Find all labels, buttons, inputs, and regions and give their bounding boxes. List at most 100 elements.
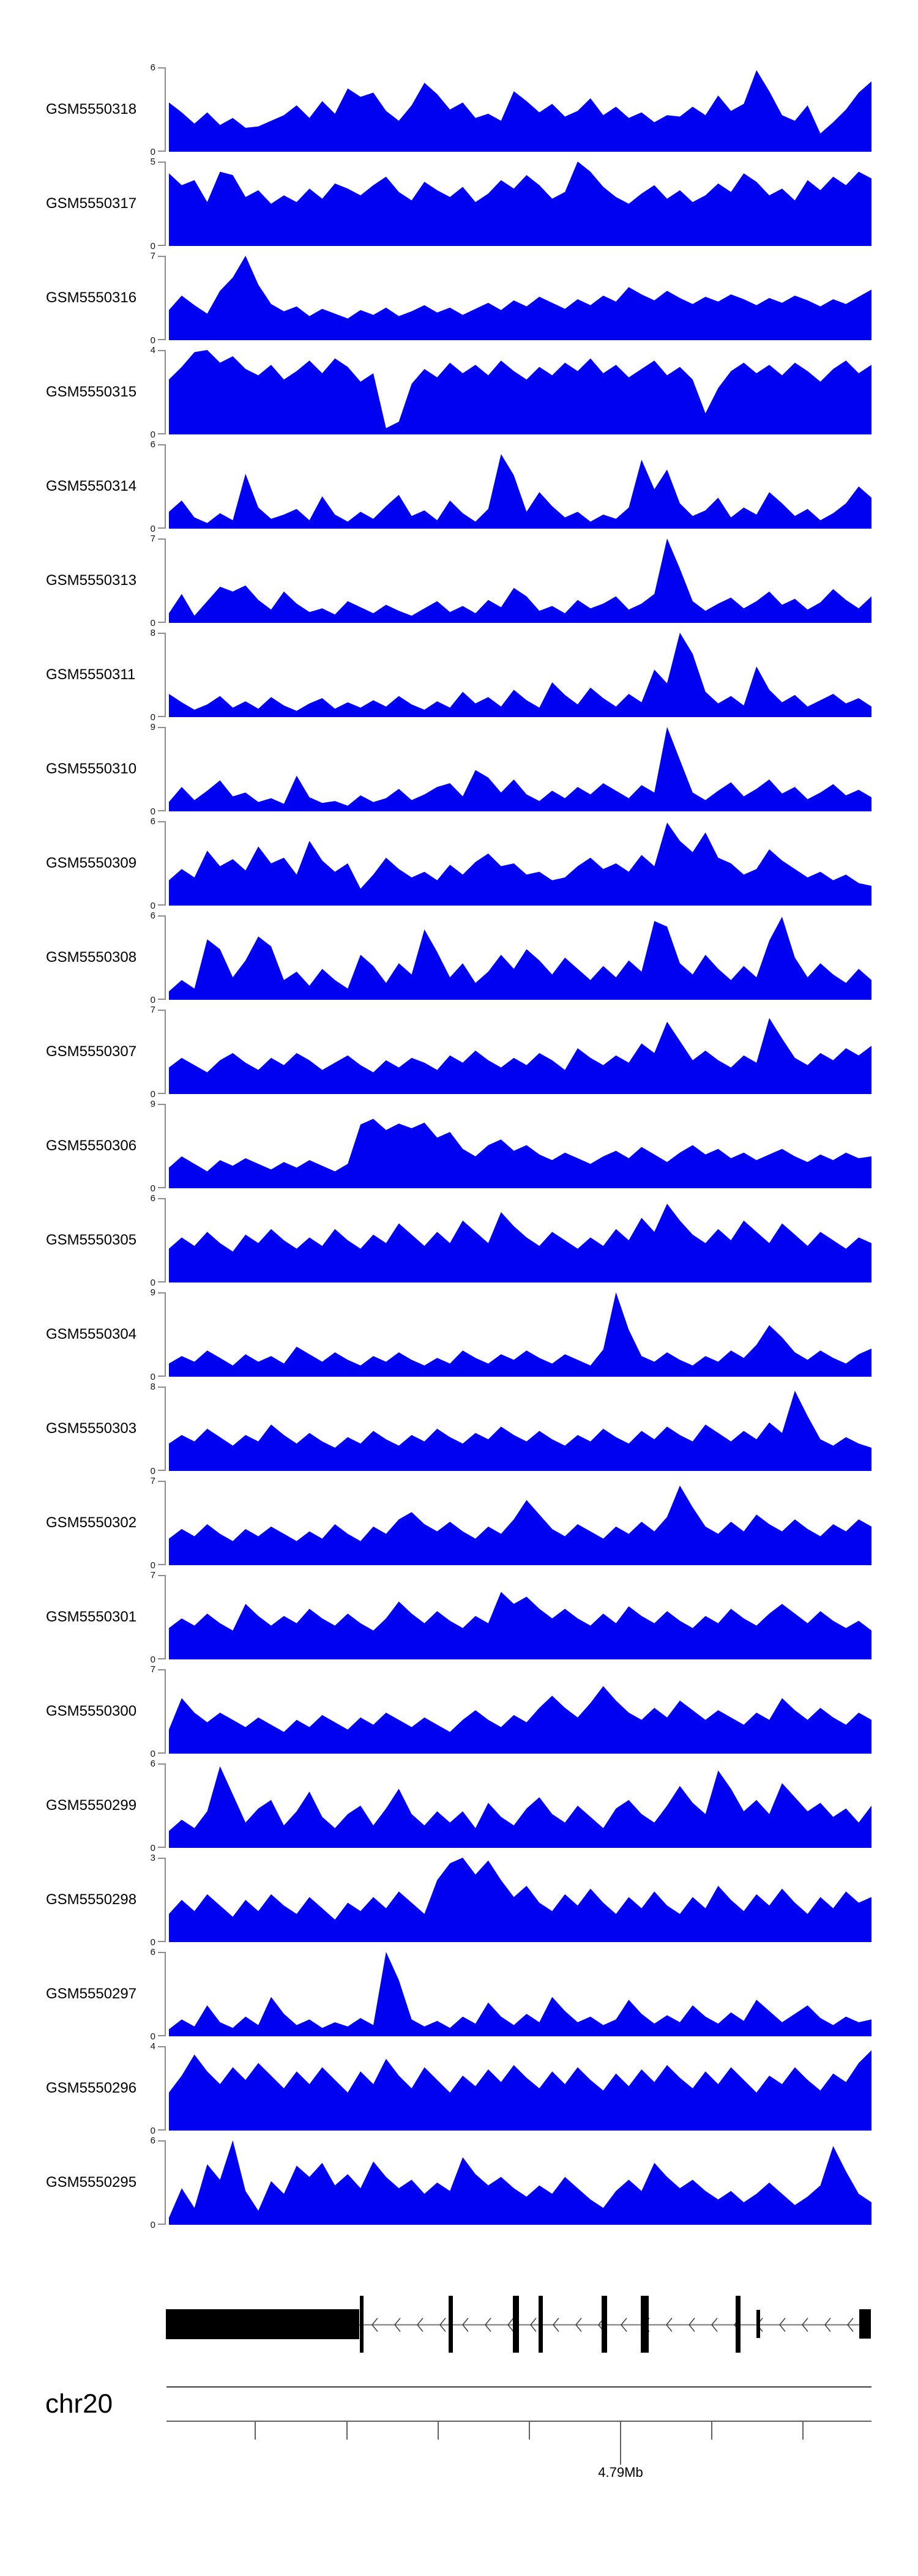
track-label: GSM5550298 <box>46 1891 137 1908</box>
y-axis-max-label: 7 <box>150 251 155 261</box>
coverage-area <box>169 727 871 811</box>
axis-minor-tick <box>255 2422 256 2440</box>
separator-line <box>166 2386 871 2388</box>
strand-arrow-icon <box>439 2317 446 2332</box>
track-label: GSM5550305 <box>46 1232 137 1248</box>
y-axis-bracket <box>158 1104 166 1188</box>
y-axis-zero-label: 0 <box>150 1466 155 1476</box>
y-axis-max-label: 9 <box>150 722 155 732</box>
y-axis-max-label: 4 <box>150 345 155 356</box>
y-axis-max-label: 6 <box>150 62 155 73</box>
y-axis-zero-label: 0 <box>150 1372 155 1382</box>
y-axis-zero-label: 0 <box>150 335 155 346</box>
y-axis-zero-label: 0 <box>150 1089 155 1100</box>
coverage-track: GSM5550302 7 0 <box>0 1476 918 1570</box>
coverage-track: GSM5550310 9 0 <box>0 723 918 816</box>
coverage-area <box>169 2140 871 2225</box>
y-axis-zero-label: 0 <box>150 806 155 817</box>
track-label: GSM5550303 <box>46 1420 137 1437</box>
coverage-track: GSM5550297 6 0 <box>0 1948 918 2041</box>
strand-arrow-icon <box>778 2317 786 2332</box>
track-label: GSM5550297 <box>46 1986 137 2002</box>
y-axis-zero-label: 0 <box>150 618 155 628</box>
track-label: GSM5550308 <box>46 949 137 966</box>
strand-arrow-icon <box>394 2317 401 2332</box>
coverage-area <box>169 1390 871 1471</box>
strand-arrow-icon <box>416 2317 424 2332</box>
y-axis-max-label: 6 <box>150 816 155 827</box>
gene-exon <box>736 2296 741 2353</box>
coverage-area <box>169 70 871 152</box>
coverage-track: GSM5550317 5 0 <box>0 157 918 251</box>
y-axis-bracket <box>158 1858 166 1942</box>
y-axis-zero-label: 0 <box>150 1278 155 1288</box>
coverage-track: GSM5550298 3 0 <box>0 1853 918 1947</box>
track-label: GSM5550306 <box>46 1137 137 1154</box>
y-axis-zero-label: 0 <box>150 1183 155 1194</box>
coverage-area <box>169 162 871 246</box>
coverage-area <box>169 1766 871 1848</box>
coverage-track: GSM5550314 6 0 <box>0 440 918 534</box>
y-axis-max-label: 6 <box>150 2135 155 2146</box>
y-axis-max-label: 6 <box>150 439 155 450</box>
y-axis-zero-label: 0 <box>150 995 155 1005</box>
coverage-track: GSM5550304 9 0 <box>0 1288 918 1382</box>
strand-arrow-icon <box>711 2317 718 2332</box>
gene-exon <box>360 2296 364 2353</box>
y-axis-max-label: 8 <box>150 1382 155 1392</box>
y-axis-zero-label: 0 <box>150 2126 155 2136</box>
y-axis-max-label: 9 <box>150 1099 155 1109</box>
y-axis-bracket <box>158 2140 166 2225</box>
coverage-area <box>169 1858 871 1942</box>
coverage-area <box>169 1018 871 1094</box>
coverage-track: GSM5550307 7 0 <box>0 1005 918 1099</box>
coverage-track: GSM5550313 7 0 <box>0 534 918 628</box>
strand-arrow-icon <box>665 2317 673 2332</box>
y-axis-max-label: 3 <box>150 1853 155 1863</box>
y-axis-max-label: 7 <box>150 534 155 544</box>
y-axis-zero-label: 0 <box>150 147 155 157</box>
strand-arrow-icon <box>507 2317 514 2332</box>
y-axis-bracket <box>158 1763 166 1848</box>
strand-arrow-icon <box>688 2317 695 2332</box>
y-axis-bracket <box>158 67 166 152</box>
coverage-area <box>169 350 871 434</box>
track-label: GSM5550302 <box>46 1514 137 1531</box>
strand-arrow-icon <box>846 2317 854 2332</box>
y-axis-bracket <box>158 1292 166 1377</box>
coverage-area <box>169 538 871 623</box>
track-label: GSM5550299 <box>46 1797 137 1814</box>
coverage-track: GSM5550311 8 0 <box>0 628 918 722</box>
y-axis-max-label: 7 <box>150 1664 155 1675</box>
y-axis-max-label: 6 <box>150 1759 155 1769</box>
gene-exon <box>756 2310 760 2338</box>
track-label: GSM5550314 <box>46 478 137 494</box>
y-axis-bracket <box>158 256 166 340</box>
gene-exon <box>641 2296 649 2353</box>
y-axis-max-label: 6 <box>150 910 155 921</box>
y-axis-bracket <box>158 162 166 246</box>
strand-arrow-icon <box>461 2317 469 2332</box>
axis-tick-label: 4.79Mb <box>598 2465 643 2480</box>
y-axis-max-label: 6 <box>150 1193 155 1204</box>
track-label: GSM5550300 <box>46 1703 137 1719</box>
strand-arrow-icon <box>801 2317 808 2332</box>
chromosome-label: chr20 <box>45 2389 113 2419</box>
track-label: GSM5550304 <box>46 1326 137 1342</box>
coverage-track: GSM5550296 4 0 <box>0 2042 918 2135</box>
coverage-track: GSM5550303 8 0 <box>0 1382 918 1476</box>
track-label: GSM5550309 <box>46 855 137 871</box>
axis-minor-tick <box>346 2422 348 2440</box>
y-axis-zero-label: 0 <box>150 2031 155 2042</box>
y-axis-bracket <box>158 1952 166 2036</box>
strand-arrow-icon <box>824 2317 831 2332</box>
y-axis-bracket <box>158 538 166 623</box>
y-axis-max-label: 5 <box>150 157 155 167</box>
coverage-track: GSM5550299 6 0 <box>0 1759 918 1853</box>
y-axis-bracket <box>158 350 166 434</box>
strand-arrow-icon <box>575 2317 582 2332</box>
y-axis-zero-label: 0 <box>150 1749 155 1759</box>
y-axis-bracket <box>158 1010 166 1094</box>
y-axis-zero-label: 0 <box>150 2220 155 2230</box>
